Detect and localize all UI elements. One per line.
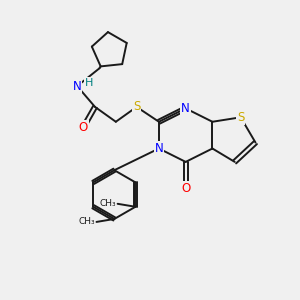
Text: CH₃: CH₃ — [100, 199, 116, 208]
Text: O: O — [79, 121, 88, 134]
Text: S: S — [133, 100, 140, 113]
Text: H: H — [85, 78, 93, 88]
Text: N: N — [73, 80, 82, 93]
Text: CH₃: CH₃ — [78, 218, 95, 226]
Text: O: O — [181, 182, 190, 195]
Text: N: N — [181, 102, 190, 115]
Text: S: S — [237, 111, 244, 124]
Text: N: N — [154, 142, 163, 155]
